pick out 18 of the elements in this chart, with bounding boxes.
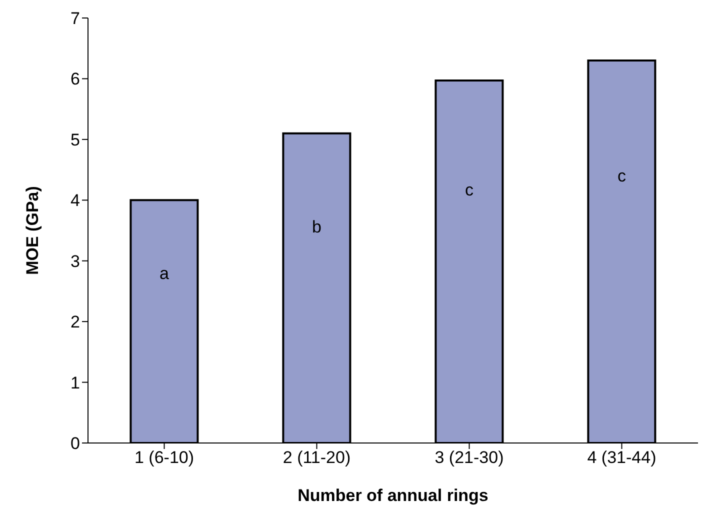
annotation: b xyxy=(312,217,322,236)
x-tick-label: 4 (31-44) xyxy=(587,448,656,468)
y-tick-label: 2 xyxy=(70,312,80,332)
annotation: c xyxy=(618,166,626,186)
y-tick-label: 1 xyxy=(70,373,80,392)
x-axis-title: Number of annual rings xyxy=(298,486,488,505)
y-tick-label: 0 xyxy=(70,434,80,454)
y-tick-label: 5 xyxy=(70,130,80,150)
x-tick-label: 1 (6-10) xyxy=(134,448,194,468)
y-tick-label: 7 xyxy=(70,9,80,28)
x-tick-label: 3 (21-30) xyxy=(434,448,504,468)
y-tick-label: 3 xyxy=(70,252,80,271)
x-tick-label: 2 (11-20) xyxy=(282,448,351,468)
y-tick-label: 6 xyxy=(70,70,80,89)
annotation: c xyxy=(465,180,474,200)
y-tick-label: 4 xyxy=(70,191,80,210)
y-axis-title: MOE (GPa) xyxy=(23,186,42,275)
annotation: a xyxy=(160,264,170,284)
